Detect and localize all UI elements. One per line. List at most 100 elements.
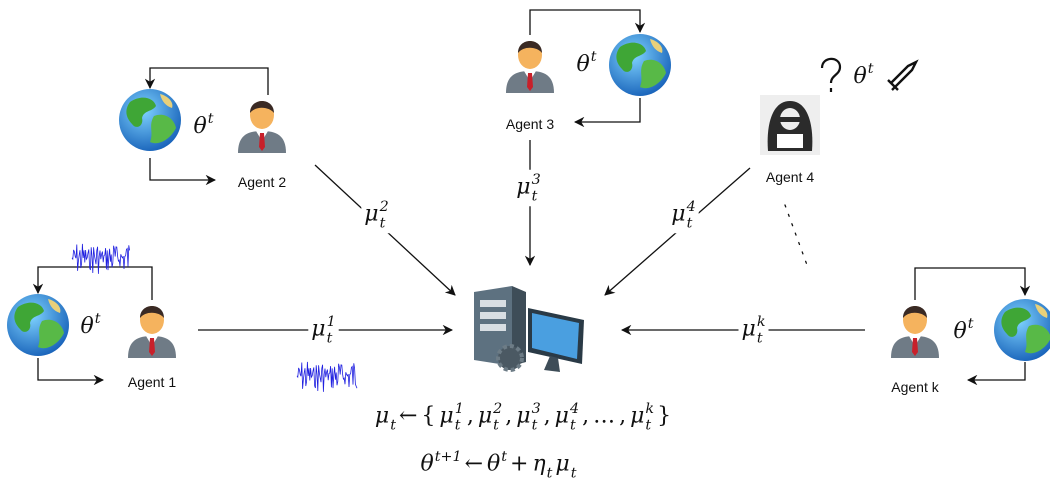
agent-label: Agent k — [891, 379, 939, 395]
math-symbol: + — [510, 452, 528, 477]
connector — [150, 158, 215, 180]
math-sub: t — [493, 417, 499, 433]
math-base: θ — [954, 319, 967, 344]
math-base: μ — [439, 404, 453, 429]
person-icon — [238, 101, 286, 153]
math-sup: t+1 — [435, 449, 462, 465]
math-base: μ — [311, 317, 325, 342]
math-symbol: … — [593, 404, 615, 429]
math-sub: t — [570, 417, 576, 433]
math-symbol: ← — [399, 404, 417, 429]
math-sup: t — [591, 49, 597, 65]
connector — [38, 267, 152, 300]
math-sup: k — [757, 314, 766, 330]
math-base: μ — [375, 404, 389, 429]
math-sup: 1 — [327, 314, 336, 330]
math-base: μ — [555, 452, 569, 477]
math-base: μ — [478, 404, 492, 429]
question-icon — [822, 59, 840, 92]
math-base: θ — [81, 314, 94, 339]
math-sub: t — [532, 188, 538, 204]
math-sub: t — [547, 465, 553, 481]
math-sub: t — [455, 417, 461, 433]
math-sup: t — [95, 311, 101, 327]
math-sub: t — [327, 330, 333, 346]
math-sub: t — [390, 417, 396, 433]
globe-icon — [119, 89, 181, 151]
math-sup: t — [208, 111, 214, 127]
math-sup: 2 — [492, 401, 502, 417]
math-sup: t — [868, 61, 874, 77]
aggregation-formula: μt←{μ1t,μ2t,μ3t,μ4t,…,μkt} — [375, 401, 671, 434]
noise-signal — [297, 362, 357, 392]
person-icon — [891, 306, 939, 358]
hacker-icon — [760, 95, 820, 155]
math-symbol: , — [582, 404, 589, 429]
hacker-laptop — [776, 133, 804, 149]
math-base: μ — [671, 202, 685, 227]
math-base: θ — [487, 452, 500, 477]
person-icon — [506, 41, 554, 93]
gear — [498, 346, 522, 370]
drive — [480, 324, 506, 331]
person-icon — [128, 306, 176, 358]
math-symbol: , — [544, 404, 551, 429]
math-sup: 4 — [686, 199, 696, 215]
math-base: μ — [516, 175, 530, 200]
math-symbol: ← — [465, 452, 483, 477]
math-symbol: { — [421, 404, 435, 429]
stand — [544, 356, 560, 372]
math-sup: t — [501, 449, 507, 465]
math-base: μ — [516, 404, 530, 429]
connector — [915, 268, 1025, 300]
connector — [38, 358, 103, 380]
drive — [480, 300, 506, 307]
math-sub: t — [380, 215, 386, 231]
math-symbol: } — [657, 404, 671, 429]
hacker-mask — [780, 117, 800, 122]
math-sub: t — [571, 465, 577, 481]
math-sub: t — [687, 215, 693, 231]
sword-icon — [888, 62, 916, 90]
math-base: μ — [364, 202, 378, 227]
connector — [575, 98, 640, 122]
math-symbol: , — [619, 404, 626, 429]
agent-label: Agent 4 — [766, 169, 814, 185]
math-sup: 3 — [532, 401, 541, 417]
connector — [785, 205, 807, 265]
connector — [530, 10, 640, 35]
drive — [480, 312, 506, 319]
math-symbol: , — [467, 404, 474, 429]
agent-label: Agent 2 — [238, 174, 286, 190]
connector — [968, 362, 1025, 380]
math-base: θ — [577, 52, 590, 77]
math-sup: 2 — [379, 199, 389, 215]
globe-icon — [994, 299, 1050, 361]
math-sup: k — [645, 401, 654, 417]
noise-signal — [72, 244, 130, 274]
math-base: μ — [630, 404, 644, 429]
diagram: Agent 1θtμ1tAgent 2θtμ2tAgent 3θtμ3tAgen… — [0, 0, 1050, 481]
math-symbol: , — [505, 404, 512, 429]
math-base: η — [532, 452, 545, 477]
math-base: μ — [555, 404, 569, 429]
connector — [150, 68, 268, 95]
math-base: μ — [742, 317, 756, 342]
globe-icon — [7, 294, 69, 356]
math-sub: t — [645, 417, 651, 433]
math-base: θ — [421, 452, 434, 477]
globe-icon — [609, 34, 671, 96]
agent-label: Agent 3 — [506, 116, 554, 132]
math-sup: 1 — [455, 401, 464, 417]
math-sup: t — [968, 316, 974, 332]
